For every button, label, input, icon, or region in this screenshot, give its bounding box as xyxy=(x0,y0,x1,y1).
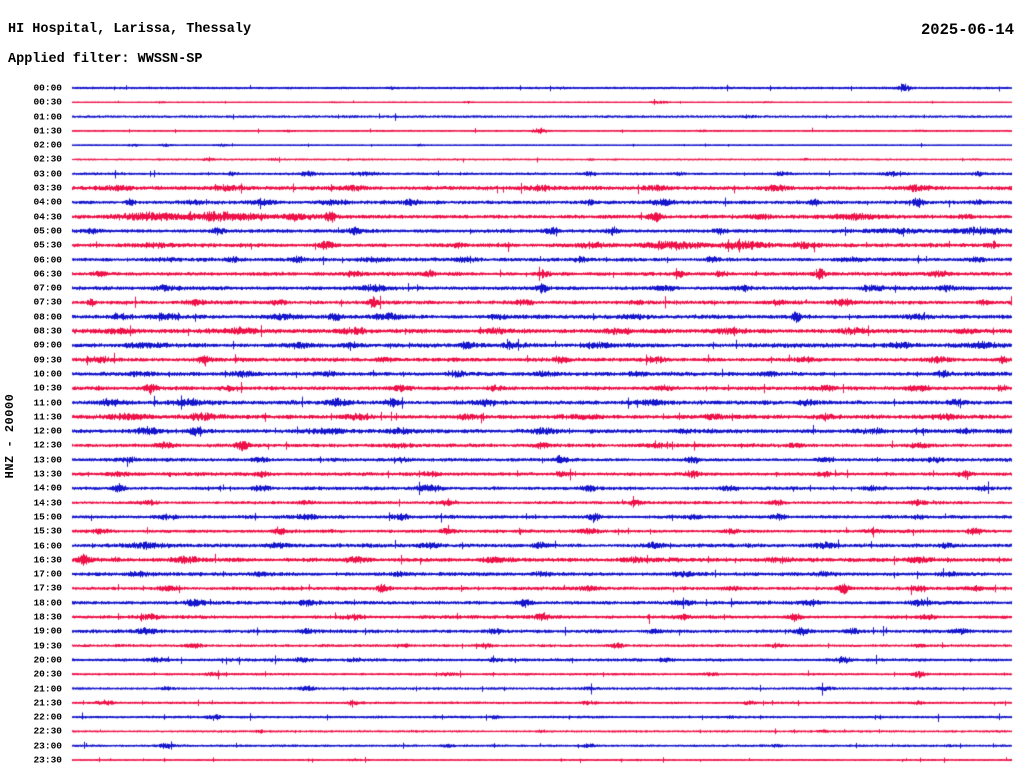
time-label: 19:30 xyxy=(33,640,62,652)
time-label: 05:30 xyxy=(33,239,62,251)
time-label: 19:00 xyxy=(33,625,62,637)
time-label: 10:30 xyxy=(33,382,62,394)
time-label: 04:30 xyxy=(33,211,62,223)
time-label: 18:00 xyxy=(33,597,62,609)
time-label: 15:30 xyxy=(33,525,62,537)
time-label: 11:00 xyxy=(33,397,62,409)
time-label: 00:30 xyxy=(33,96,62,108)
time-label: 09:30 xyxy=(33,354,62,366)
time-label: 02:30 xyxy=(33,153,62,165)
time-label: 03:30 xyxy=(33,182,62,194)
time-label: 17:00 xyxy=(33,568,62,580)
time-label: 06:30 xyxy=(33,268,62,280)
time-label: 23:00 xyxy=(33,740,62,752)
time-label: 00:00 xyxy=(33,82,62,94)
time-label: 17:30 xyxy=(33,582,62,594)
time-label: 07:00 xyxy=(33,282,62,294)
time-label: 08:00 xyxy=(33,311,62,323)
time-label: 18:30 xyxy=(33,611,62,623)
time-label: 13:00 xyxy=(33,454,62,466)
time-label: 22:30 xyxy=(33,725,62,737)
time-label: 10:00 xyxy=(33,368,62,380)
time-label: 14:00 xyxy=(33,482,62,494)
time-label: 21:00 xyxy=(33,683,62,695)
time-label: 07:30 xyxy=(33,296,62,308)
time-label: 03:00 xyxy=(33,168,62,180)
time-label: 14:30 xyxy=(33,497,62,509)
time-label: 08:30 xyxy=(33,325,62,337)
time-label: 15:00 xyxy=(33,511,62,523)
station-title: HI Hospital, Larissa, Thessaly xyxy=(8,22,252,37)
time-label: 11:30 xyxy=(33,411,62,423)
time-label: 20:00 xyxy=(33,654,62,666)
time-label: 06:00 xyxy=(33,254,62,266)
time-label: 20:30 xyxy=(33,668,62,680)
time-label: 16:00 xyxy=(33,540,62,552)
time-label: 23:30 xyxy=(33,754,62,766)
applied-filter-label: Applied filter: WWSSN-SP xyxy=(8,52,203,67)
date-label: 2025-06-14 xyxy=(920,21,1014,39)
time-label: 02:00 xyxy=(33,139,62,151)
time-label: 16:30 xyxy=(33,554,62,566)
time-label: 01:00 xyxy=(33,111,62,123)
time-label: 21:30 xyxy=(33,697,62,709)
time-label: 01:30 xyxy=(33,125,62,137)
time-label: 13:30 xyxy=(33,468,62,480)
time-label: 12:00 xyxy=(33,425,62,437)
time-label: 12:30 xyxy=(33,439,62,451)
time-label: 05:00 xyxy=(33,225,62,237)
time-label: 09:00 xyxy=(33,339,62,351)
time-label: 04:00 xyxy=(33,196,62,208)
time-label: 22:00 xyxy=(33,711,62,723)
